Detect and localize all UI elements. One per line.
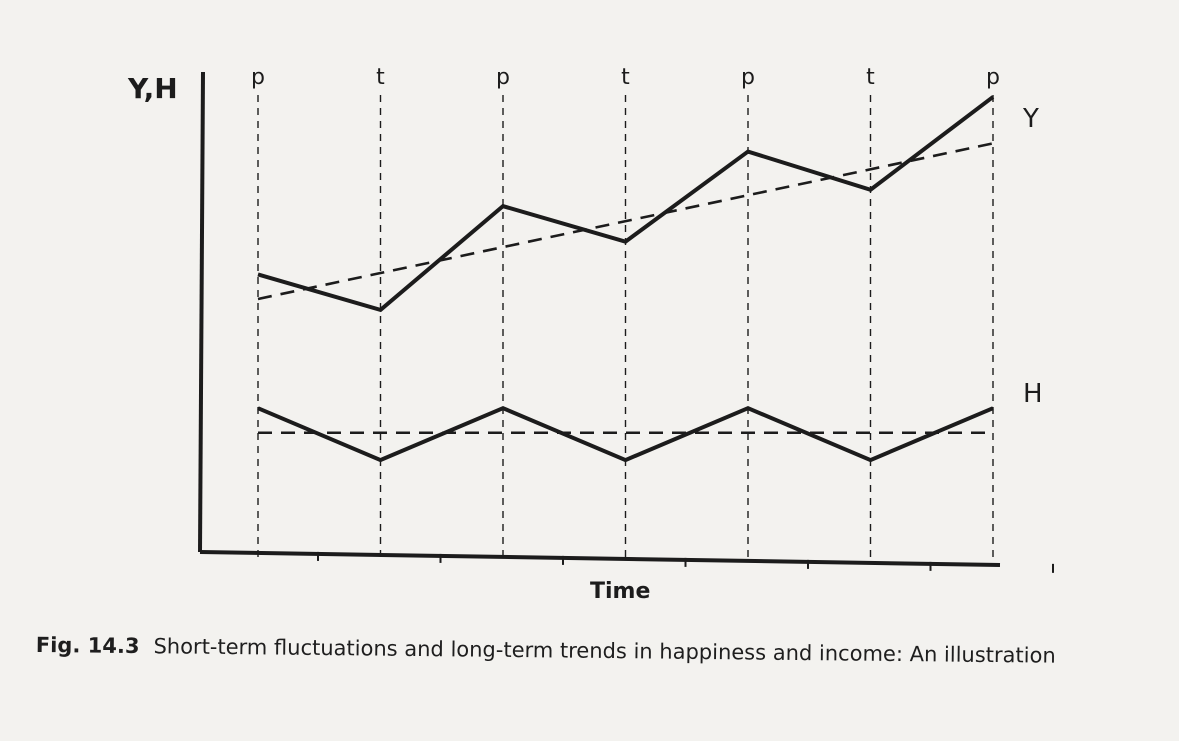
phase-label-2: p (496, 65, 510, 90)
phase-label-4: p (741, 65, 755, 90)
trend-line-y (257, 142, 994, 301)
phase-label-3: t (621, 65, 630, 90)
figure-caption-text: Short-term fluctuations and long-term tr… (153, 634, 1056, 668)
x-axis-ticks (317, 551, 1054, 573)
phase-label-1: t (376, 65, 385, 90)
chart-axes: Y,H Time (127, 71, 1001, 604)
phase-label-0: p (251, 65, 265, 90)
series-label-y: Y (1022, 104, 1039, 134)
trend-lines (257, 142, 994, 435)
phase-label-5: t (866, 65, 875, 90)
x-axis-label: Time (590, 579, 650, 604)
vertical-gridlines (257, 95, 994, 560)
series-labels: YH (1022, 104, 1043, 409)
series-label-h: H (1023, 379, 1043, 409)
y-axis-label: Y,H (127, 72, 178, 105)
x-axis (199, 550, 1001, 567)
figure-label: Fig. 14.3 (35, 632, 140, 659)
series-lines (257, 95, 995, 463)
phase-label-6: p (986, 65, 1000, 90)
y-axis (198, 71, 205, 553)
